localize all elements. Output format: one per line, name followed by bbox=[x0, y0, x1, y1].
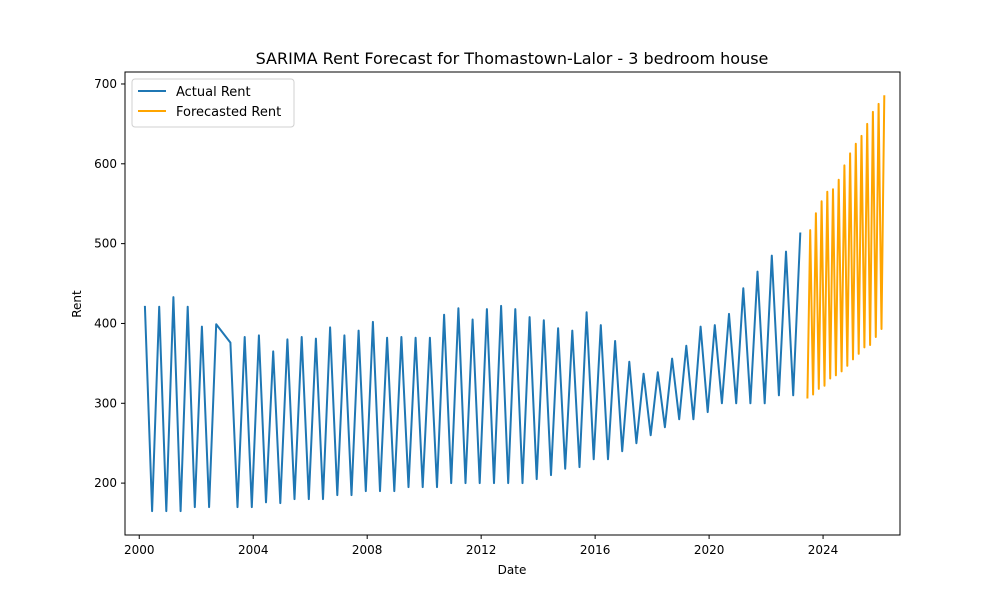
y-tick-label: 200 bbox=[94, 476, 117, 490]
series-line-actual-rent bbox=[143, 232, 802, 513]
x-axis: 2000 2004 2008 2012 2016 2020 2024 bbox=[124, 535, 838, 557]
legend-label-forecasted-rent: Forecasted Rent bbox=[176, 105, 281, 120]
plot-frame bbox=[124, 71, 901, 536]
x-tick-label: 2016 bbox=[580, 543, 611, 557]
x-tick-label: 2008 bbox=[352, 543, 383, 557]
legend-label-actual-rent: Actual Rent bbox=[176, 85, 251, 100]
y-tick-label: 500 bbox=[94, 237, 117, 251]
x-tick-label: 2020 bbox=[694, 543, 725, 557]
y-tick-label: 400 bbox=[94, 316, 117, 330]
y-tick-label: 300 bbox=[94, 396, 117, 410]
x-tick-label: 2012 bbox=[466, 543, 497, 557]
legend: Actual Rent Forecasted Rent bbox=[131, 78, 295, 128]
x-tick-label: 2004 bbox=[238, 543, 269, 557]
x-axis-label: Date bbox=[498, 563, 527, 577]
series-line-forecasted-rent bbox=[806, 95, 886, 399]
x-tick-label: 2024 bbox=[808, 543, 839, 557]
legend-box bbox=[131, 78, 295, 128]
y-tick-label: 600 bbox=[94, 157, 117, 171]
plot-area bbox=[143, 95, 886, 513]
y-tick-label: 700 bbox=[94, 77, 117, 91]
y-axis-label: Rent bbox=[70, 290, 84, 318]
chart-title: SARIMA Rent Forecast for Thomastown-Lalo… bbox=[256, 49, 769, 68]
y-axis: 200 300 400 500 600 700 bbox=[94, 77, 125, 490]
x-tick-label: 2000 bbox=[124, 543, 155, 557]
